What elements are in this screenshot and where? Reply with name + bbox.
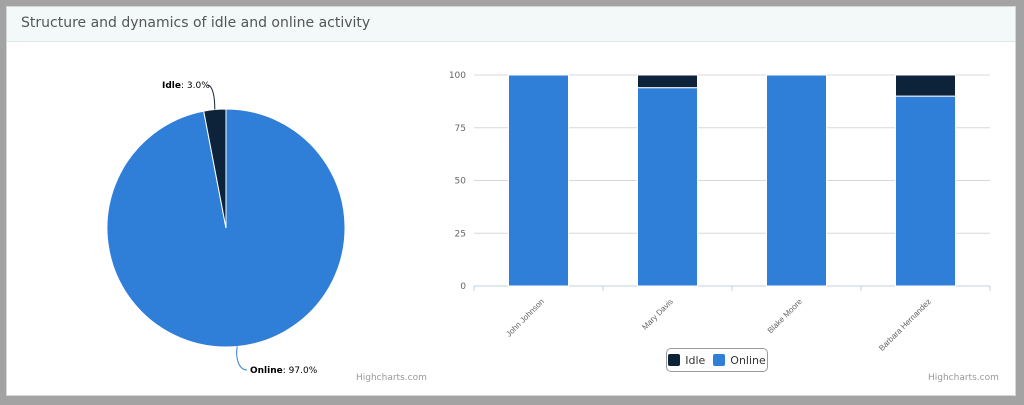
- bar-legend: Idle Online: [666, 348, 768, 372]
- legend-item-idle[interactable]: Idle: [668, 354, 705, 367]
- x-tick-label-2: Blake Moore: [766, 297, 805, 336]
- pie-label-idle-sep: :: [181, 81, 187, 91]
- pie-connector-idle: [206, 84, 216, 110]
- bar-y-tick-labels: 0 25 50 75 100: [449, 71, 466, 292]
- bar-x-tick-marks: [473, 286, 991, 291]
- panel-header: Structure and dynamics of idle and onlin…: [7, 7, 1015, 42]
- bar-credit-link[interactable]: Highcharts.com: [928, 373, 999, 383]
- bar-idle-1[interactable]: [637, 74, 698, 89]
- pie-connector-online: [236, 346, 248, 371]
- x-tick-label-3: Barbara Hernandez: [877, 297, 933, 353]
- pie-label-idle-value: 3.0%: [187, 81, 210, 91]
- bar-x-tick-labels: John Johnson Mary Davis Blake Moore Barbara…: [504, 297, 933, 353]
- pie-label-idle-name: Idle: [162, 81, 181, 91]
- pie-slice-idle[interactable]: [203, 108, 227, 229]
- pie-label-online-name: Online: [250, 366, 283, 376]
- x-tick-label-1: Mary Davis: [640, 297, 675, 332]
- panel-title: Structure and dynamics of idle and onlin…: [21, 15, 371, 31]
- bar-online-1[interactable]: [637, 87, 698, 287]
- activity-panel: Structure and dynamics of idle and onlin…: [6, 6, 1016, 396]
- pie-credit-link[interactable]: Highcharts.com: [356, 373, 427, 383]
- y-tick-label-50: 50: [455, 177, 467, 187]
- legend-label-online: Online: [730, 353, 766, 367]
- pie-label-online: Online: 97.0%: [250, 366, 318, 376]
- bar-idle-3[interactable]: [895, 74, 956, 97]
- pie-chart: Idle: 3.0% Online: 97.0%: [106, 81, 346, 376]
- legend-item-online[interactable]: Online: [713, 353, 766, 367]
- bar-marks: [508, 74, 956, 287]
- pie-label-online-sep: :: [283, 366, 289, 376]
- legend-swatch-idle: [668, 354, 681, 366]
- x-tick-label-0: John Johnson: [504, 297, 546, 339]
- y-tick-label-100: 100: [449, 71, 466, 81]
- bar-online-3[interactable]: [895, 95, 956, 287]
- pie-label-online-value: 97.0%: [289, 366, 318, 376]
- y-tick-label-75: 75: [455, 124, 466, 134]
- stacked-bar-chart: 0 25 50 75 100 John Johnson Mary Davis Blake M…: [449, 71, 991, 353]
- bar-online-2[interactable]: [766, 74, 827, 287]
- legend-label-idle: Idle: [685, 353, 706, 367]
- y-tick-label-25: 25: [455, 229, 466, 239]
- bar-online-0[interactable]: [508, 74, 569, 287]
- charts-canvas: Idle: 3.0% Online: 97.0% 0 25 50 75 100 John…: [106, 71, 991, 376]
- pie-label-idle: Idle: 3.0%: [162, 81, 210, 91]
- legend-swatch-online: [713, 354, 726, 366]
- y-tick-label-0: 0: [460, 282, 466, 292]
